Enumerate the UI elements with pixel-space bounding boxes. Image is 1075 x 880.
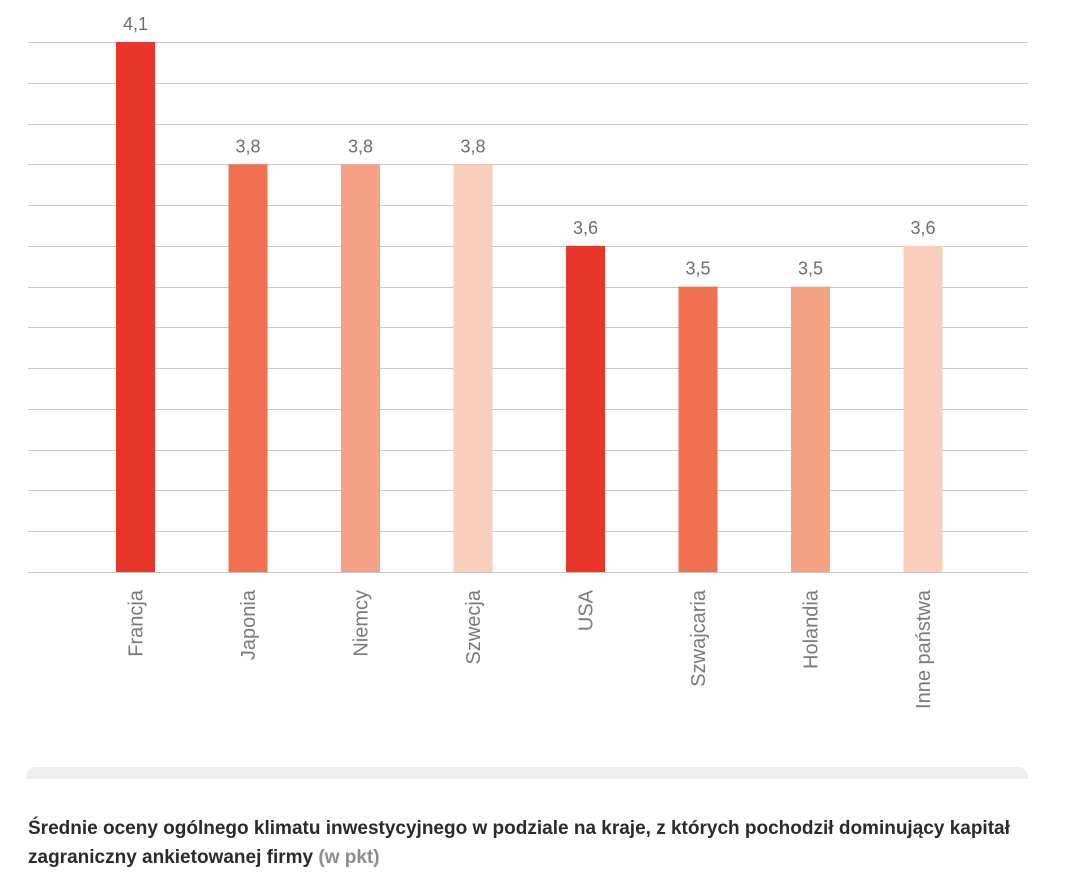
bars	[116, 42, 943, 573]
value-label: 3,6	[573, 218, 598, 238]
category-label: Szwajcaria	[688, 589, 710, 687]
category-label: Szwecja	[463, 589, 485, 664]
category-label: Holandia	[801, 589, 823, 669]
category-label: Inne państwa	[913, 589, 935, 709]
bar	[341, 164, 380, 573]
bar	[791, 286, 830, 572]
bar-chart: 4,1 3,8 3,8 3,8 3,6 3,5 3,5 3,6 Francja Japonia N…	[28, 14, 1028, 709]
grid-lines	[28, 42, 1028, 573]
value-label: 3,5	[685, 259, 710, 279]
caption-unit: (w pkt)	[318, 847, 380, 868]
caption-divider	[26, 767, 1028, 779]
bar	[678, 286, 718, 572]
value-label: 3,8	[235, 136, 260, 156]
chart-caption: Średnie oceny ogólnego klimatu inwestycy…	[28, 814, 1028, 872]
value-label: 4,1	[123, 14, 148, 34]
category-label: USA	[576, 589, 598, 631]
value-label: 3,8	[460, 136, 485, 156]
caption-text: Średnie oceny ogólnego klimatu inwestycy…	[28, 818, 1010, 868]
bar	[903, 245, 943, 573]
value-label: 3,8	[348, 136, 373, 156]
category-label: Francja	[126, 589, 148, 657]
value-label: 3,6	[910, 218, 935, 238]
category-label: Niemcy	[351, 590, 373, 657]
category-labels: Francja Japonia Niemcy Szwecja USA Szwajcaria…	[126, 589, 936, 709]
value-label: 3,5	[798, 259, 823, 279]
bar	[453, 164, 493, 573]
value-labels: 4,1 3,8 3,8 3,8 3,6 3,5 3,5 3,6	[123, 14, 936, 279]
chart: 4,1 3,8 3,8 3,8 3,6 3,5 3,5 3,6 Francja Japonia N…	[28, 14, 1028, 709]
bar	[116, 42, 155, 572]
bar	[228, 164, 268, 573]
bar	[566, 245, 605, 573]
category-label: Japonia	[238, 589, 260, 660]
